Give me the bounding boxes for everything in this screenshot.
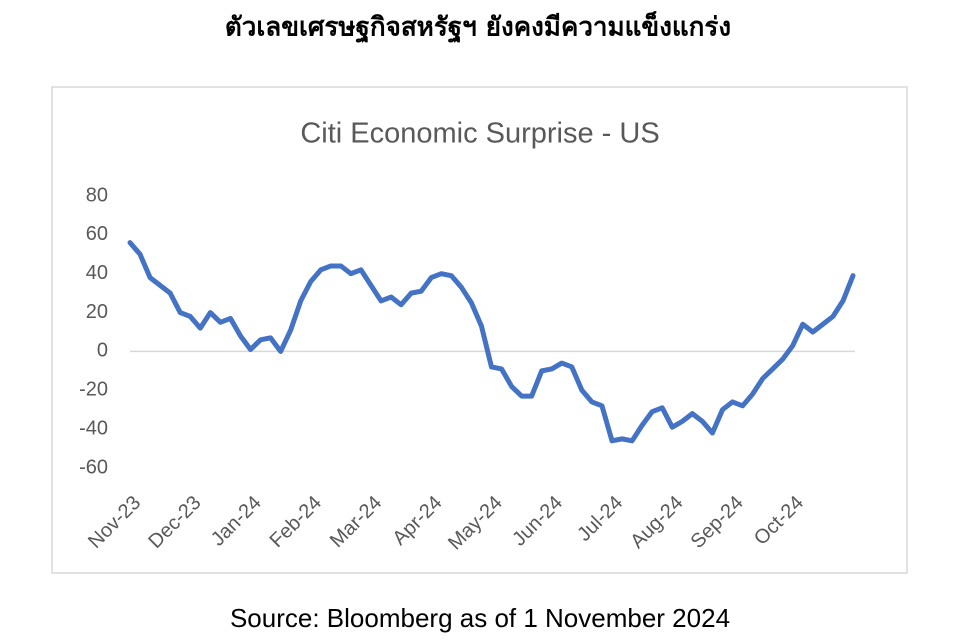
y-tick-label: -40 (79, 417, 108, 439)
y-tick-label: 20 (86, 301, 108, 323)
y-tick-label: 0 (97, 340, 108, 362)
chart-title: Citi Economic Surprise - US (300, 118, 659, 150)
y-tick-label: -20 (79, 379, 108, 401)
y-tick-label: -60 (79, 456, 108, 478)
chart-frame (51, 86, 908, 574)
source-note: Source: Bloomberg as of 1 November 2024 (230, 603, 730, 633)
y-tick-label: 40 (86, 262, 108, 284)
y-tick-label: 80 (86, 184, 108, 206)
y-tick-label: 60 (86, 223, 108, 245)
data-line (127, 240, 856, 444)
page-heading: ตัวเลขเศรษฐกิจสหรัฐฯ ยังคงมีความแข็งแกร่… (225, 11, 731, 45)
